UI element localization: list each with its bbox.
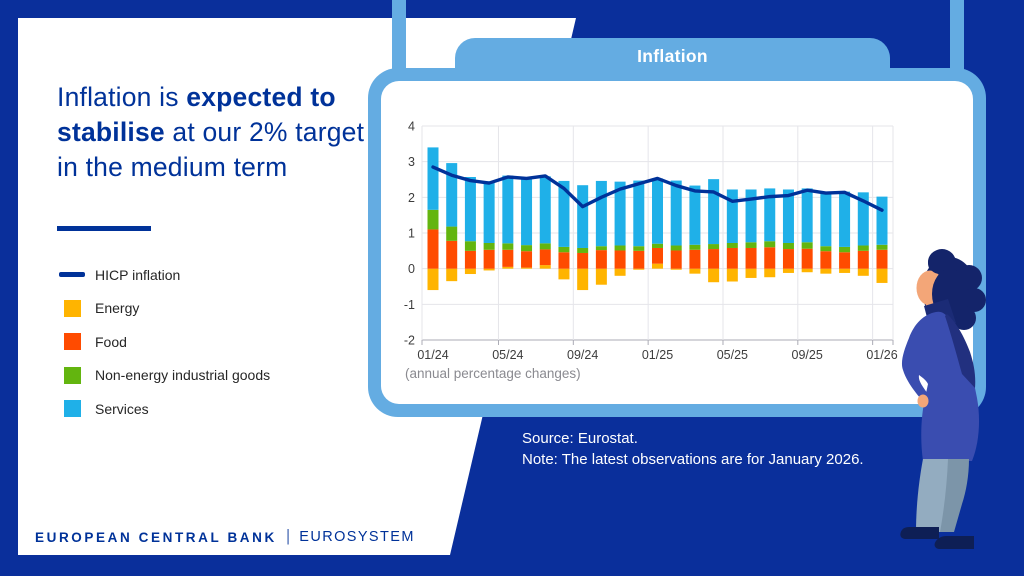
svg-text:3: 3 bbox=[408, 155, 415, 169]
legend-item-services: Services bbox=[58, 400, 270, 417]
source-note: Source: Eurostat. Note: The latest obser… bbox=[522, 428, 864, 470]
inflation-chart: 4 3 2 1 0 -1 -201/24 05/24 09/24 01/25 05/25 09/25 0… bbox=[404, 120, 898, 363]
hanger-strap-left bbox=[392, 0, 406, 86]
hanger-strap-right bbox=[950, 0, 964, 86]
hicp-line-swatch bbox=[59, 272, 85, 277]
legend-item-goods: Non-energy industrial goods bbox=[58, 367, 270, 384]
svg-text:4: 4 bbox=[408, 120, 415, 134]
chart-unit-note: (annual percentage changes) bbox=[405, 366, 581, 381]
swatch-cell bbox=[58, 367, 86, 384]
ecb-name: EUROPEAN CENTRAL BANK bbox=[35, 529, 277, 545]
legend-item-hicp: HICP inflation bbox=[58, 266, 270, 283]
svg-text:09/24: 09/24 bbox=[567, 348, 598, 362]
source-line: Source: Eurostat. bbox=[522, 430, 638, 447]
legend-label: Services bbox=[95, 400, 149, 417]
goods-swatch bbox=[64, 367, 81, 384]
headline: Inflation is expected to stabilise at ou… bbox=[57, 80, 365, 185]
svg-text:2: 2 bbox=[408, 191, 415, 205]
svg-text:0: 0 bbox=[408, 262, 415, 276]
svg-text:01/24: 01/24 bbox=[417, 348, 448, 362]
eurosystem-name: EUROSYSTEM bbox=[299, 529, 415, 545]
wordmark-separator: | bbox=[285, 526, 291, 545]
svg-text:01/26: 01/26 bbox=[866, 348, 897, 362]
services-swatch bbox=[64, 400, 81, 417]
legend-label: Non-energy industrial goods bbox=[95, 367, 271, 383]
svg-text:09/25: 09/25 bbox=[792, 348, 823, 362]
swatch-cell bbox=[58, 400, 86, 417]
headline-segment: Inflation is bbox=[57, 82, 187, 112]
svg-text:05/24: 05/24 bbox=[492, 348, 523, 362]
legend-item-food: Food bbox=[58, 333, 270, 350]
legend-label: Energy bbox=[95, 300, 140, 316]
chart-card-body: 4 3 2 1 0 -1 -2 01/24 05/24 09/24 01/25 05/25 09/25 0… bbox=[381, 81, 973, 404]
chart-tab-label: Inflation bbox=[637, 46, 708, 66]
person-illustration bbox=[890, 248, 1010, 550]
swatch-cell bbox=[58, 333, 86, 350]
headline-underline bbox=[57, 226, 151, 231]
svg-text:-1: -1 bbox=[404, 298, 415, 312]
legend-item-energy: Energy bbox=[58, 300, 270, 317]
svg-text:01/25: 01/25 bbox=[642, 348, 673, 362]
svg-text:-2: -2 bbox=[404, 334, 415, 348]
energy-swatch bbox=[64, 300, 81, 317]
legend-label: HICP inflation bbox=[95, 266, 181, 283]
ecb-wordmark: EUROPEAN CENTRAL BANK | EUROSYSTEM bbox=[35, 527, 415, 547]
headline-segment: at our 2% target in the medium term bbox=[57, 117, 365, 182]
svg-text:1: 1 bbox=[408, 227, 415, 241]
swatch-cell bbox=[58, 300, 86, 317]
chart-card: 4 3 2 1 0 -1 -2 01/24 05/24 09/24 01/25 05/25 09/25 0… bbox=[368, 68, 986, 417]
headline-segment-bold: expected to stabilise bbox=[57, 82, 336, 147]
legend-label: Food bbox=[95, 333, 127, 350]
swatch-cell bbox=[58, 272, 86, 277]
person-figure bbox=[900, 249, 986, 549]
legend: HICP inflation Energy Food Non-energy in… bbox=[58, 266, 270, 434]
svg-text:05/25: 05/25 bbox=[717, 348, 748, 362]
food-swatch bbox=[64, 333, 81, 350]
note-line: Note: The latest observations are for Ja… bbox=[522, 451, 864, 468]
